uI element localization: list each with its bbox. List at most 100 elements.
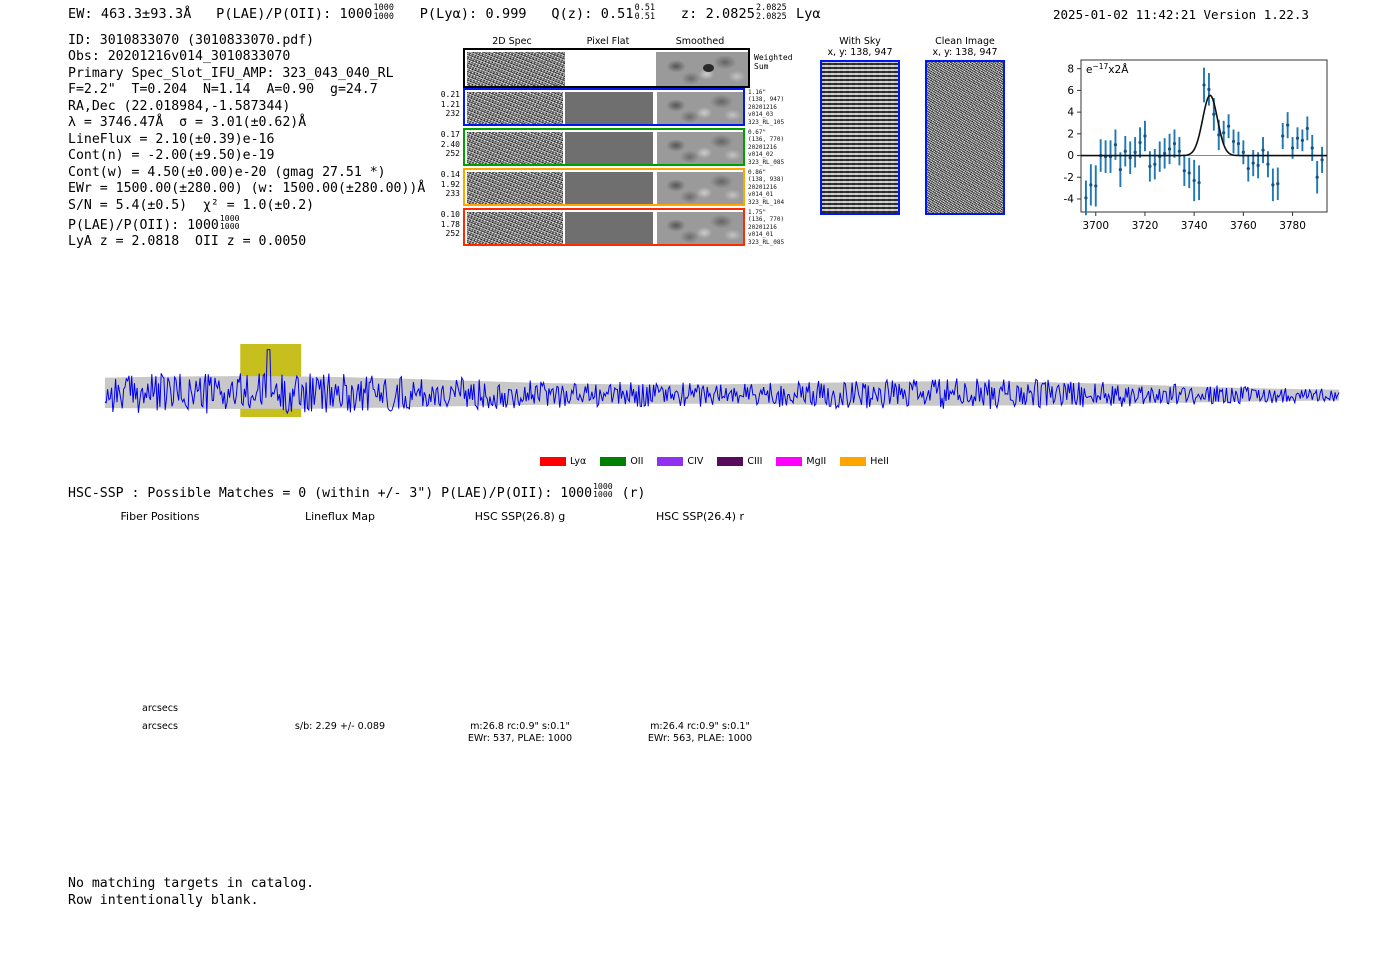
cutout-caption-1: m:26.8 rc:0.9" s:0.1"	[470, 721, 570, 732]
clean-image-thumbnail[interactable]: Clean Image x, y: 138, 947	[925, 36, 1005, 215]
fiber-strip-meta: 0.86" (138, 938) 20201216 v014_01 323_RL…	[748, 169, 785, 206]
fiber-strip[interactable]: 0.14 1.92 233 0.86" (138, 938) 20201216 …	[438, 168, 784, 206]
fiber-smoothed	[657, 92, 743, 124]
fiber-strip-frame	[463, 88, 745, 126]
cutout-hsc-g[interactable]: HSC SSP(26.8) g m:26.8 rc:0.9" s:0.1" EW…	[430, 510, 610, 746]
z-kind: Lyα	[795, 6, 821, 23]
cutout-caption-1: m:26.4 rc:0.9" s:0.1"	[650, 721, 750, 732]
param-line-ewr: EWr = 1500.00(±280.00) (w: 1500.00(±280.…	[68, 181, 426, 197]
param-line-slot: Primary Spec_Slot_IFU_AMP: 323_043_040_R…	[68, 65, 394, 81]
full-spectrum-plot[interactable]	[60, 272, 1350, 447]
cutout-caption-2: EWr: 537, PLAE: 1000	[467, 733, 573, 745]
svg-text:-4: -4	[1064, 194, 1075, 206]
plae-value: 1000	[339, 6, 373, 23]
param-line-id: ID: 3010833070 (3010833070.pdf)	[68, 33, 315, 48]
parameter-block: ID: 3010833070 (3010833070.pdf) Obs: 202…	[68, 33, 425, 251]
fiber-strip-meta: 1.16" (138, 947) 20201216 v014_03 323_RL…	[748, 89, 785, 126]
weighted-sum-2dspec	[467, 52, 565, 86]
legend-swatch-ciii	[717, 457, 744, 466]
spec2d-col-title-smoothed: Smoothed	[675, 36, 725, 47]
param-line-snr: S/N = 5.4(±0.5) χ² = 1.0(±0.2)	[68, 197, 315, 213]
param-plae-range: 1000 1000	[219, 212, 240, 232]
param-line-plae: P(LAE)/P(OII): 1000 1000 1000	[68, 212, 240, 233]
full-spectrum-svg	[104, 344, 1340, 417]
spec2d-col-title-2dspec: 2D Spec	[492, 36, 532, 47]
fiber-strip-numbers: 0.14 1.92 233	[440, 170, 460, 199]
svg-text:3740: 3740	[1181, 220, 1208, 232]
legend-swatch-civ	[657, 457, 684, 466]
cutout-fiber-positions[interactable]: Fiber Positions arcsecs	[70, 510, 250, 733]
weighted-sum-smoothed	[656, 52, 748, 86]
legend-swatch-oii	[600, 457, 627, 466]
svg-text:0: 0	[1067, 150, 1074, 162]
fiber-pixelflat	[565, 172, 653, 204]
hsc-header-text: HSC-SSP : Possible Matches = 0 (within +…	[68, 485, 593, 501]
fiber-pixelflat	[565, 92, 653, 124]
svg-text:3720: 3720	[1132, 220, 1159, 232]
clean-image-image	[925, 60, 1005, 215]
fiber-strip-frame	[463, 128, 745, 166]
fiber-positions-image	[70, 527, 250, 707]
param-line-cont-w: Cont(w) = 4.50(±0.00)e-20 (gmag 27.51 *)	[68, 164, 386, 180]
fiber-strip[interactable]: 0.10 1.78 252 1.75" (136, 770) 20201216 …	[438, 208, 784, 246]
cutout-hsc-r[interactable]: HSC SSP(26.4) r m:26.4 rc:0.9" s:0.1" EW…	[610, 510, 790, 746]
cutout-title: Fiber Positions	[120, 510, 200, 523]
svg-text:4: 4	[1067, 107, 1074, 119]
fiber-smoothed	[657, 212, 743, 244]
plae-range: 1000 1000	[373, 2, 394, 21]
fiber-strip-list: 0.21 1.21 232 1.16" (138, 947) 20201216 …	[438, 88, 784, 246]
emission-line-fit-plot[interactable]: -4 -2 0 2 4 6 8 3700 3720 3740 3760 3780 e−17x2Å	[1035, 52, 1335, 247]
legend-swatch-heii	[840, 457, 867, 466]
footer-line-2: Row intentionally blank.	[68, 893, 259, 908]
svg-text:8: 8	[1067, 63, 1074, 75]
svg-text:e−17x2Å: e−17x2Å	[1086, 62, 1129, 76]
legend-label-heii: HeII	[870, 456, 889, 467]
plya-label: P(Lyα):	[419, 6, 478, 23]
param-line-lineflux: LineFlux = 2.10(±0.39)e-16	[68, 131, 275, 147]
timestamp: 2025-01-02 11:42:21 Version 1.22.3	[1053, 7, 1309, 22]
hsc-r-image	[610, 527, 790, 707]
emission-line-fit-svg: -4 -2 0 2 4 6 8 3700 3720 3740 3760 3780 e−17x2Å	[1064, 59, 1328, 232]
legend-label-lya: Lyα	[570, 456, 587, 467]
svg-text:3700: 3700	[1082, 220, 1109, 232]
fiber-2dspec	[467, 92, 563, 124]
legend-swatch-mgii	[776, 457, 803, 466]
cutout-title: Lineflux Map	[304, 510, 376, 523]
fiber-2dspec	[467, 212, 563, 244]
fiber-strip-numbers: 0.10 1.78 252	[440, 210, 460, 239]
fiber-pixelflat	[565, 132, 653, 164]
with-sky-image	[820, 60, 900, 215]
svg-text:3760: 3760	[1230, 220, 1257, 232]
fiber-smoothed	[657, 172, 743, 204]
summary-header: EW: 463.3±93.3Å P(LAE)/P(OII): 1000 1000 1…	[68, 3, 821, 22]
legend-label-ciii: CIII	[747, 456, 763, 467]
fiber-strip[interactable]: 0.21 1.21 232 1.16" (138, 947) 20201216 …	[438, 88, 784, 126]
z-value: 2.0825	[705, 6, 755, 23]
z-range: 2.0825 2.0825	[755, 2, 787, 21]
qz-label: Q(z):	[551, 6, 593, 23]
svg-text:3780: 3780	[1279, 220, 1306, 232]
param-line-seeing: F=2.2" T=0.204 N=1.14 A=0.90 g=24.7	[68, 82, 378, 98]
hsc-ssp-header: HSC-SSP : Possible Matches = 0 (within +…	[68, 482, 645, 501]
ew-value: 463.3±93.3Å	[100, 6, 192, 23]
fiber-smoothed	[657, 132, 743, 164]
with-sky-thumbnail[interactable]: With Sky x, y: 138, 947	[820, 36, 900, 215]
cutout-caption-2: EWr: 563, PLAE: 1000	[647, 733, 753, 745]
cutout-lineflux-map[interactable]: Lineflux Map s/b: 2.29 +/- 0.089	[250, 510, 430, 733]
fiber-pixelflat	[565, 212, 653, 244]
svg-text:2: 2	[1067, 128, 1074, 140]
hsc-g-image	[430, 527, 610, 707]
clean-image-subtitle: x, y: 138, 947	[932, 47, 998, 58]
plya-value: 0.999	[485, 6, 527, 23]
z-label: z:	[680, 6, 698, 23]
spec2d-col-title-pixelflat: Pixel Flat	[586, 36, 630, 47]
cutout-title: HSC SSP(26.8) g	[474, 510, 566, 523]
fiber-strip-meta: 1.75" (136, 770) 20201216 v014_01 323_RL…	[748, 209, 785, 246]
fiber-strip[interactable]: 0.17 2.40 252 0.67" (136, 770) 20201216 …	[438, 128, 784, 166]
hsc-header-tail: (r)	[621, 485, 646, 501]
fiber-positions-xlabel: arcsecs	[141, 703, 179, 714]
legend-label-oii: OII	[630, 456, 644, 467]
weighted-sum-strip	[463, 48, 750, 88]
cutout-caption-1: s/b: 2.29 +/- 0.089	[294, 721, 386, 732]
fiber-strip-frame	[463, 168, 745, 206]
